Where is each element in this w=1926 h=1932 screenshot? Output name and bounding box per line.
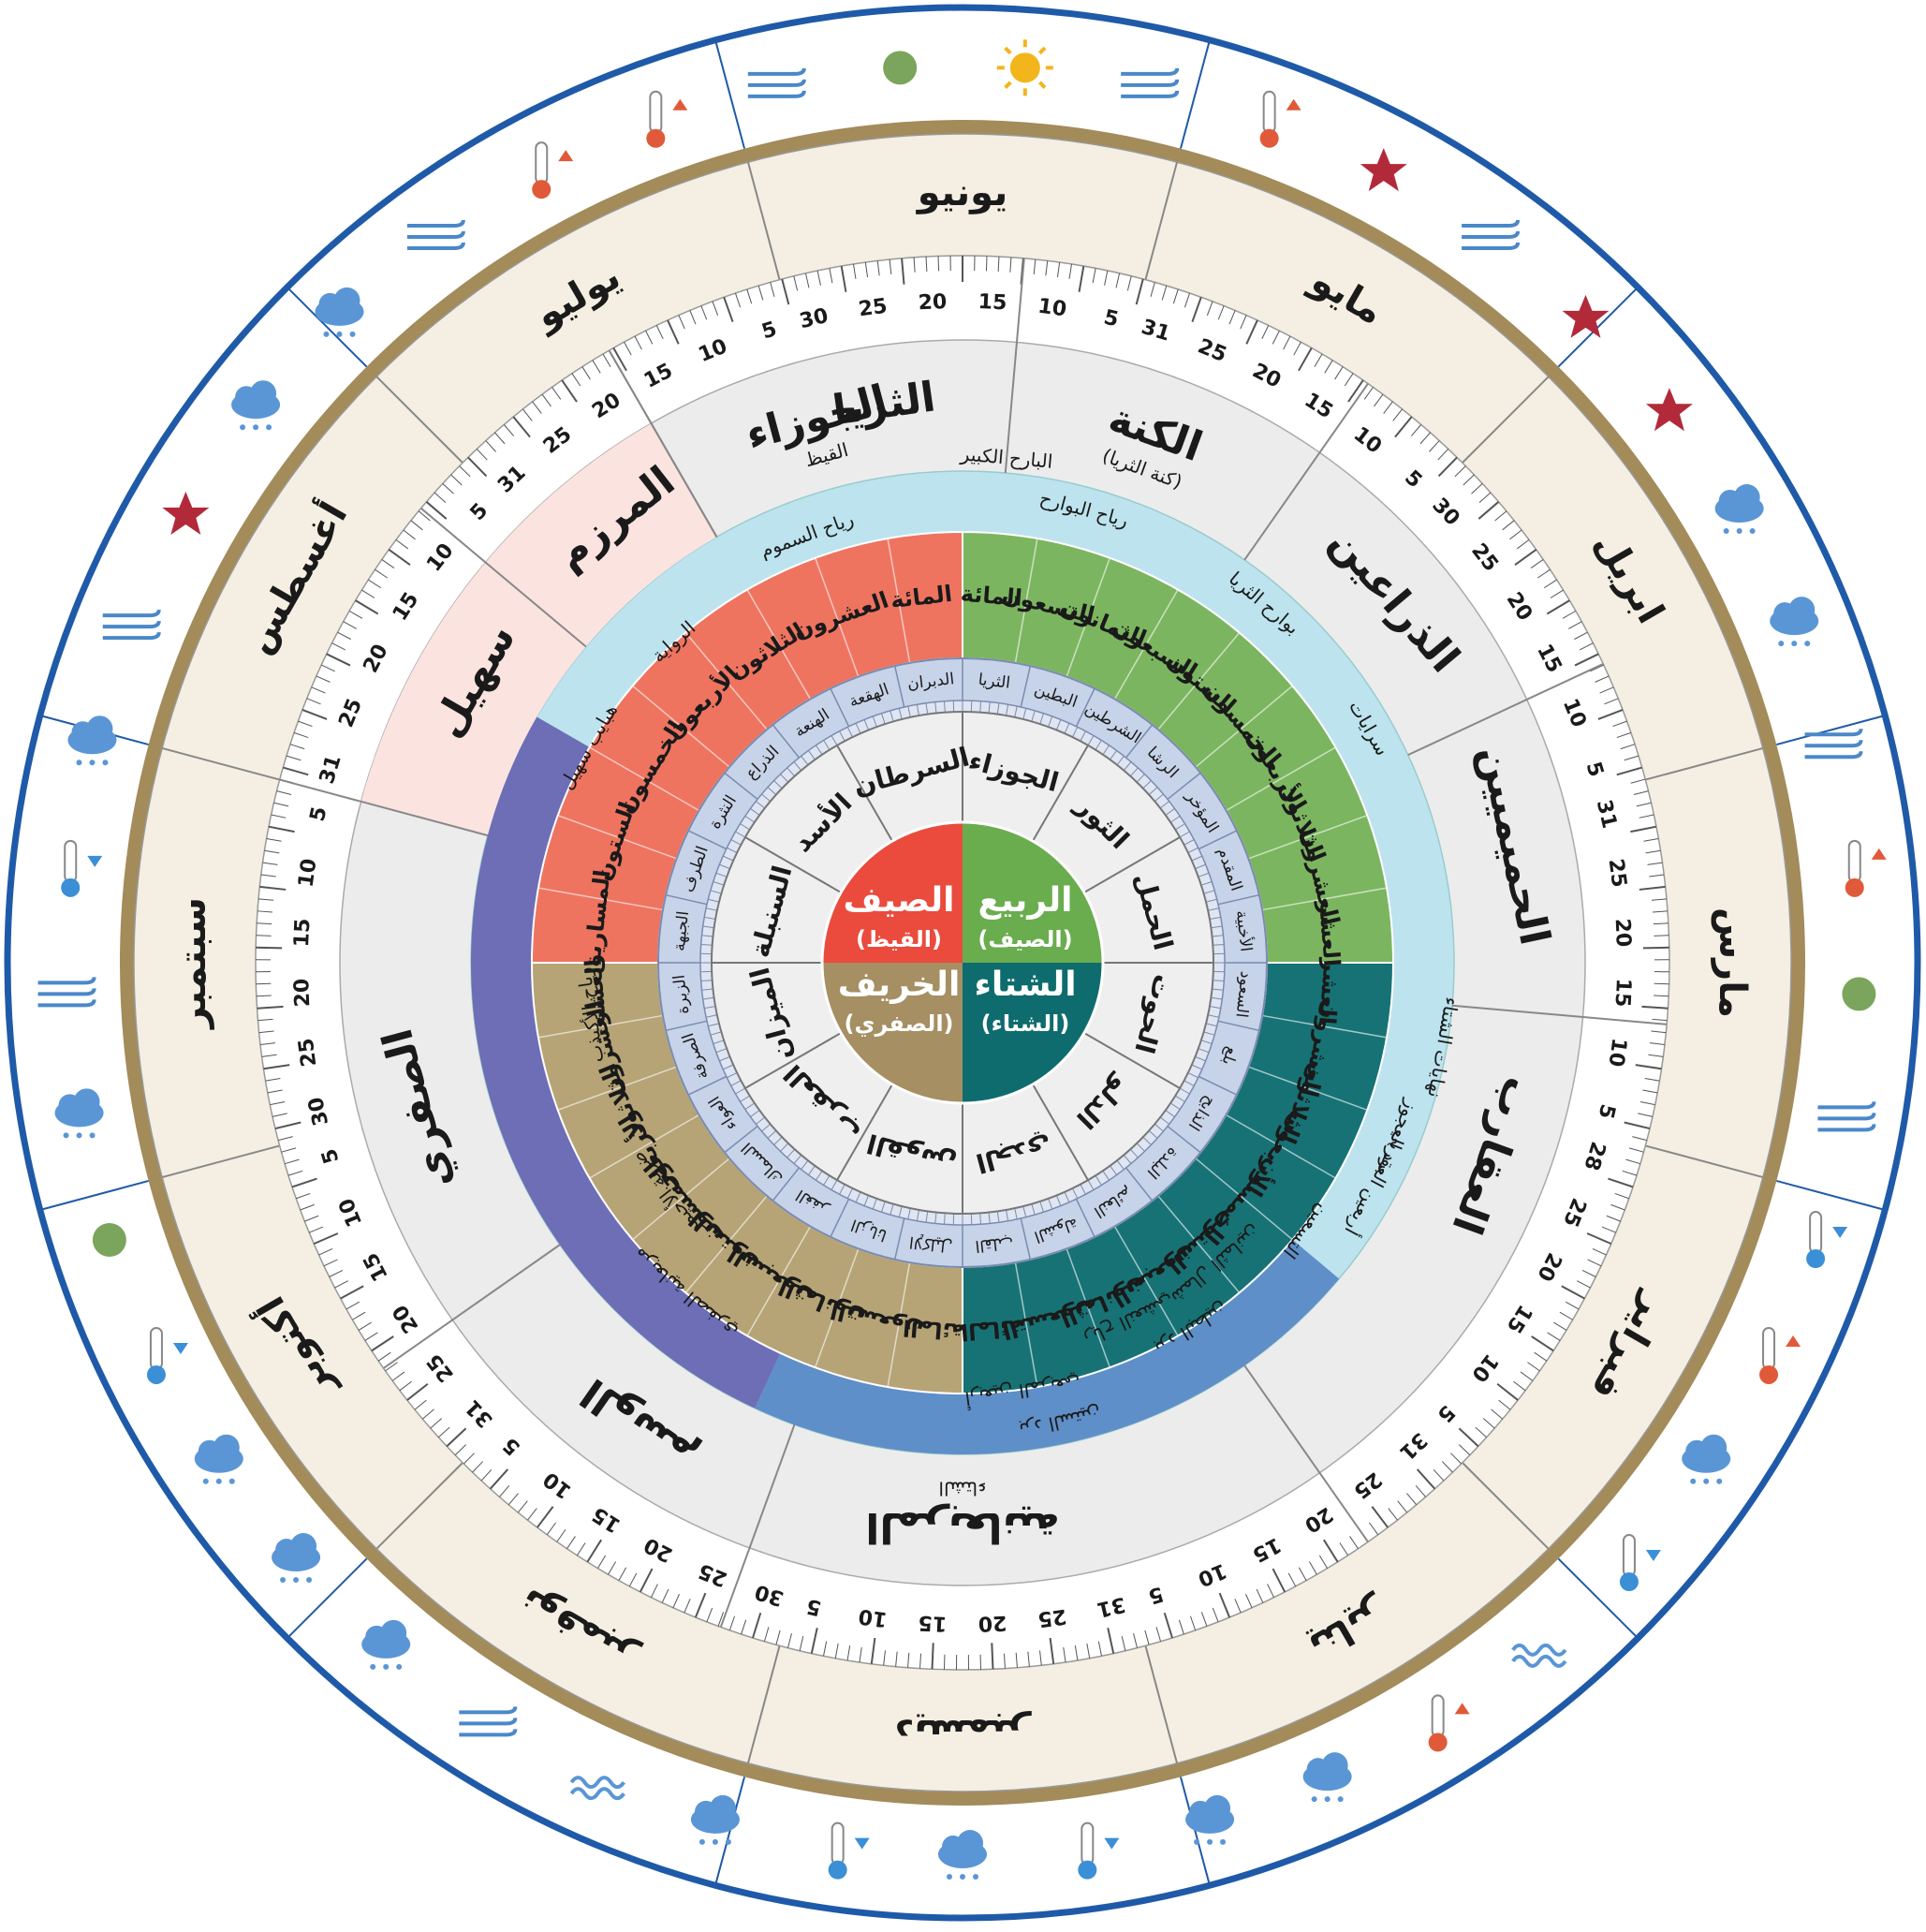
- day-number: 10: [1604, 1037, 1631, 1069]
- day-tick: [257, 936, 272, 937]
- day-number: 10: [1037, 295, 1068, 322]
- star-label: الثريا: [978, 671, 1011, 693]
- month-label: ديسمبر: [895, 1711, 1032, 1754]
- center-season-sub: (الشتاء): [981, 1010, 1070, 1037]
- day-tick: [938, 256, 939, 271]
- day-number: 20: [918, 290, 948, 315]
- day-number: 15: [1610, 978, 1635, 1008]
- day-number: 25: [1604, 857, 1631, 889]
- seasons-change-icon: [1842, 977, 1875, 1010]
- plant-icon: [883, 51, 917, 84]
- count-label: العشر: [1314, 899, 1345, 967]
- day-number: 20: [290, 978, 315, 1008]
- month-label: يونيو: [916, 171, 1008, 214]
- center-season-name: الخريف: [838, 966, 961, 1004]
- season-note: الشتاء: [938, 1478, 986, 1500]
- center-season-name: الربيع: [978, 881, 1072, 920]
- month-label: مارس: [1711, 907, 1754, 1018]
- center-season-name: الصيف: [844, 881, 955, 920]
- month-label: سبتمبر: [171, 897, 214, 1030]
- center-season-sub: (الصفري): [844, 1010, 953, 1037]
- day-number: 15: [290, 918, 315, 948]
- day-tick: [1654, 936, 1669, 937]
- day-number: 20: [1610, 918, 1635, 948]
- day-number: 10: [295, 857, 322, 889]
- day-tick: [1643, 948, 1669, 949]
- day-number: 25: [295, 1037, 322, 1069]
- center-season-sub: (الصيف): [978, 926, 1072, 952]
- season-label: المربعانية: [865, 1503, 1060, 1551]
- day-number: 15: [978, 290, 1007, 315]
- day-tick: [933, 1643, 934, 1669]
- day-tick: [986, 256, 987, 271]
- center-season-sub: (القيظ): [856, 926, 942, 952]
- day-number: 25: [857, 295, 889, 322]
- day-number: 15: [918, 1611, 948, 1635]
- day-number: 25: [1037, 1604, 1068, 1631]
- day-number: 20: [978, 1611, 1007, 1635]
- day-number: 10: [857, 1604, 889, 1631]
- day-tick: [256, 948, 282, 949]
- center-season-name: الشتاء: [974, 966, 1076, 1004]
- leaf-icon: [93, 1223, 126, 1257]
- count-label: المائة: [960, 1314, 1023, 1345]
